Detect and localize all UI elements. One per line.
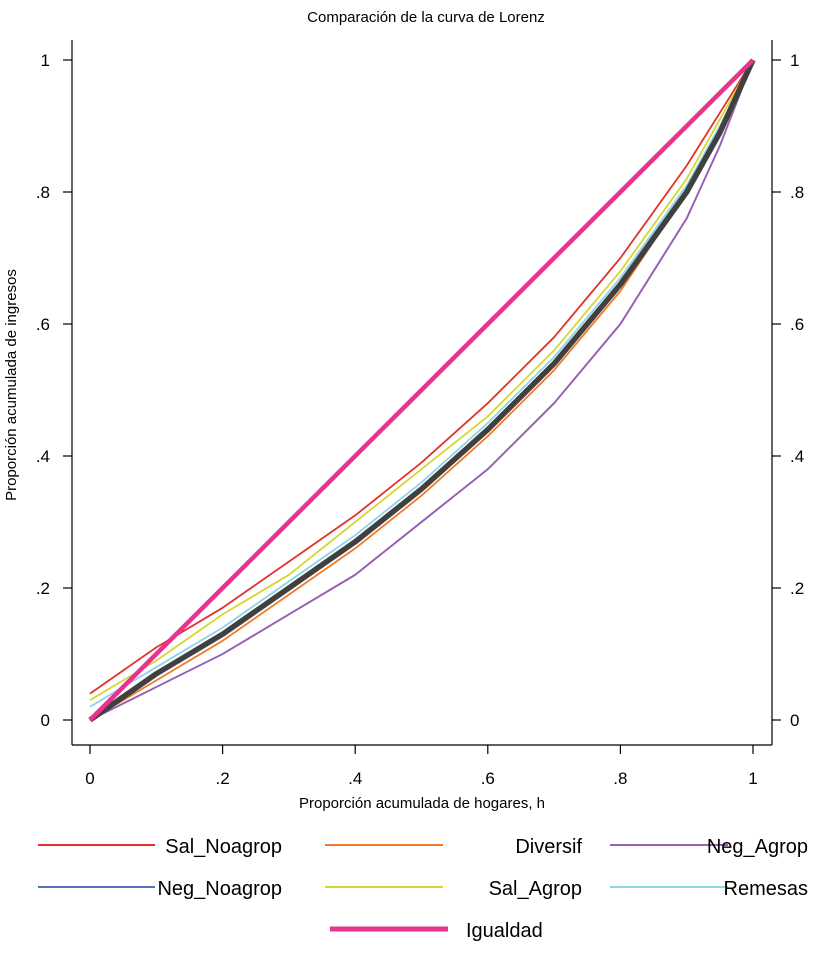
y-tick-label: .6 [36, 315, 50, 334]
y-tick-label: .4 [36, 447, 50, 466]
series-line-neg-agrop [89, 59, 754, 721]
legend-label: Sal_Agrop [489, 878, 582, 900]
x-axis-title: Proporción acumulada de hogares, h [299, 795, 545, 812]
legend-label: Neg_Noagrop [157, 878, 282, 900]
x-tick-label: 0 [85, 769, 94, 788]
x-tick-label: .6 [481, 769, 495, 788]
x-tick-label: .4 [348, 769, 362, 788]
legend-label: Sal_Noagrop [165, 836, 282, 858]
series-line-promedio [88, 58, 756, 723]
legend: Sal_Noagrop Neg_Noagrop Diversif Sal_Agrop N… [38, 836, 808, 942]
x-tick-label: 1 [748, 769, 757, 788]
legend-label: Diversif [515, 836, 582, 858]
chart-title: Comparación de la curva de Lorenz [307, 9, 545, 26]
y-tick-label: 1 [41, 51, 50, 70]
series-line-remesas [89, 59, 754, 708]
x-tick-label: .2 [216, 769, 230, 788]
legend-label: Remesas [724, 878, 808, 900]
right-y-tick-label: .6 [790, 315, 804, 334]
right-y-tick-label: .8 [790, 183, 804, 202]
legend-label: Igualdad [466, 920, 543, 942]
y-tick-label: .8 [36, 183, 50, 202]
right-y-tick-label: 1 [790, 51, 799, 70]
y-axis-title: Proporción acumulada de ingresos [3, 269, 20, 501]
axis-ticks: 0 .2 .4 .6 .8 1 0 .2 .4 .6 .8 1 0 .2 .4 .6 .8 1 [36, 51, 804, 788]
x-tick-label: .8 [613, 769, 627, 788]
y-tick-label: .2 [36, 579, 50, 598]
series-line-sal-agrop [89, 59, 754, 701]
series-line-igualdad [88, 58, 755, 722]
series-line-sal-noagrop [89, 59, 754, 695]
right-y-tick-label: .2 [790, 579, 804, 598]
series-layer [88, 58, 756, 723]
legend-label: Neg_Agrop [707, 836, 808, 858]
right-y-tick-label: .4 [790, 447, 804, 466]
right-y-tick-label: 0 [790, 711, 799, 730]
y-tick-label: 0 [41, 711, 50, 730]
